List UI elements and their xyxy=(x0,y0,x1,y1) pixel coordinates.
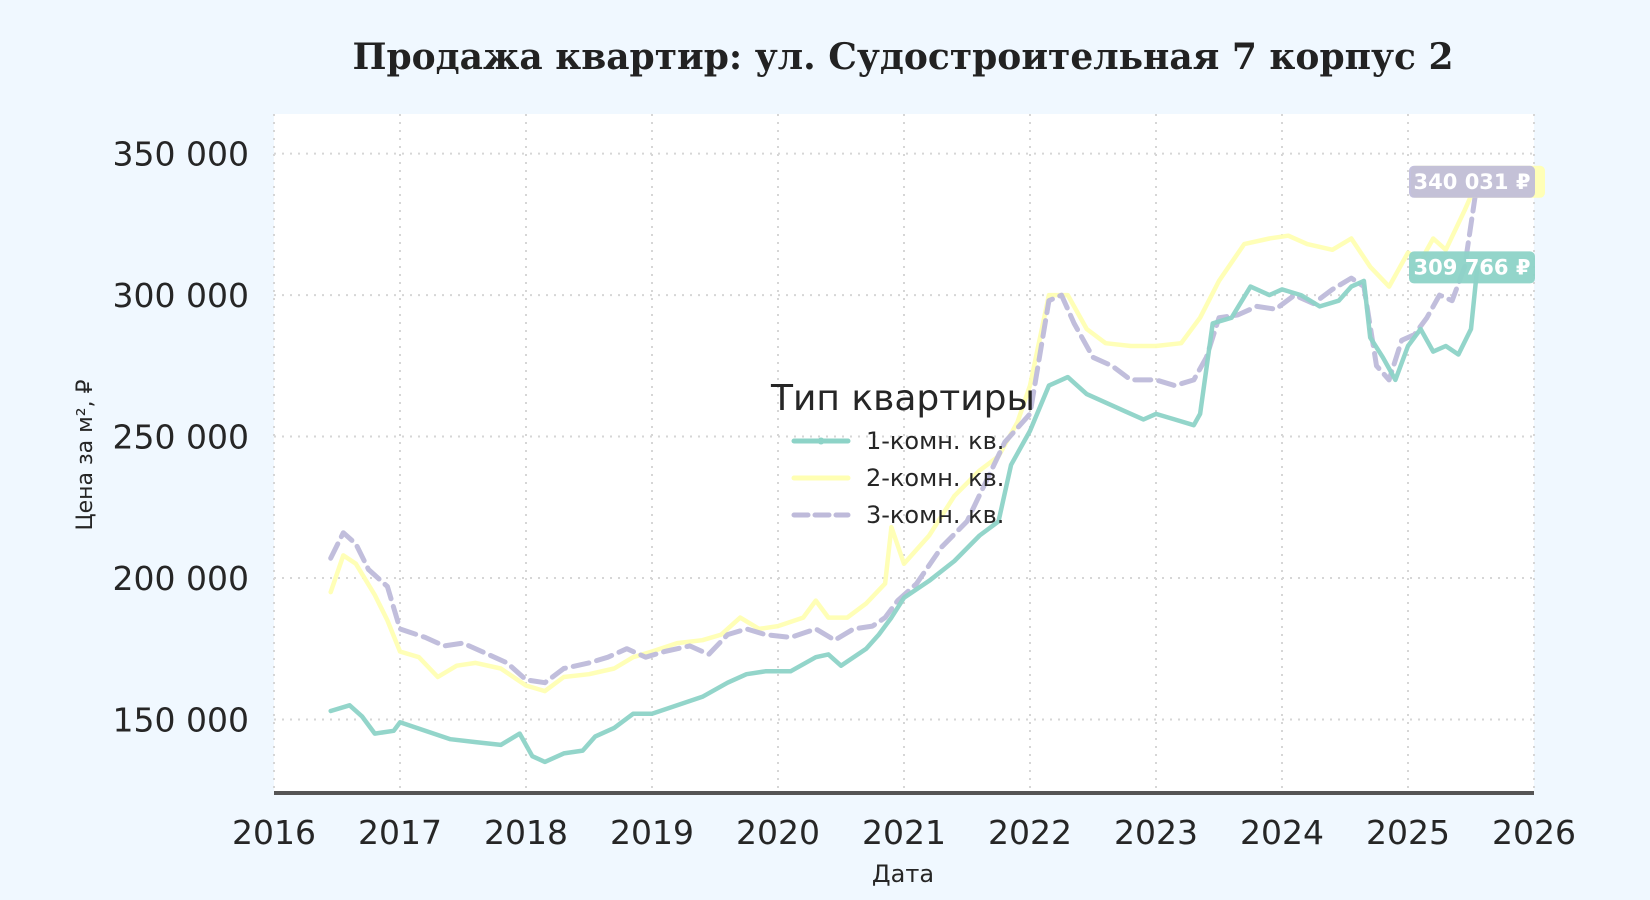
legend-entry-label: 3-комн. кв. xyxy=(866,501,1004,529)
legend: Тип квартиры 1-комн. кв. 2-комн. кв. 3-ком… xyxy=(770,378,1035,529)
legend-entry-label: 1-комн. кв. xyxy=(866,427,1004,455)
x-tick-label: 2016 xyxy=(232,813,316,852)
y-tick-label: 350 000 xyxy=(113,135,249,174)
y-axis-label: Цена за м², ₽ xyxy=(73,379,98,530)
x-axis-label: Дата xyxy=(872,860,934,888)
grid xyxy=(273,114,1535,793)
last-value-badge xyxy=(1409,165,1535,198)
y-tick-label: 250 000 xyxy=(113,418,249,457)
x-tick-label: 2026 xyxy=(1492,813,1576,852)
series-line-3-room xyxy=(328,179,1480,686)
x-tick-label: 2017 xyxy=(358,813,442,852)
y-tick-label: 150 000 xyxy=(113,700,249,739)
legend-title: Тип квартиры xyxy=(770,378,1035,419)
last-value-label: 340 031 ₽ xyxy=(1414,170,1531,194)
y-tick-labels: 150 000 200 000 250 000 300 000 350 000 xyxy=(113,135,249,740)
x-tick-label: 2023 xyxy=(1114,813,1198,852)
last-value-label: 309 766 ₽ xyxy=(1414,255,1531,279)
last-value-badge xyxy=(1409,251,1535,284)
series-line-2-room xyxy=(328,179,1480,694)
series-line-1-room xyxy=(328,265,1480,765)
y-tick-label: 300 000 xyxy=(113,276,249,315)
x-tick-label: 2022 xyxy=(988,813,1072,852)
x-tick-label: 2018 xyxy=(484,813,568,852)
last-value-badges: 340 031 ₽340 031 ₽309 766 ₽ xyxy=(1409,165,1545,284)
legend-marker xyxy=(817,437,825,445)
x-tick-label: 2020 xyxy=(736,813,820,852)
chart-title: Продажа квартир: ул. Судостроительная 7 … xyxy=(352,36,1453,78)
x-tick-label: 2024 xyxy=(1240,813,1324,852)
x-tick-label: 2025 xyxy=(1366,813,1450,852)
legend-entry-label: 2-комн. кв. xyxy=(866,464,1004,492)
x-tick-label: 2019 xyxy=(610,813,694,852)
x-tick-label: 2021 xyxy=(862,813,946,852)
series-layer xyxy=(328,179,1480,765)
y-tick-label: 200 000 xyxy=(113,559,249,598)
x-tick-labels: 2016 2017 2018 2019 2020 2021 2022 2023 2024 2025… xyxy=(232,813,1576,852)
